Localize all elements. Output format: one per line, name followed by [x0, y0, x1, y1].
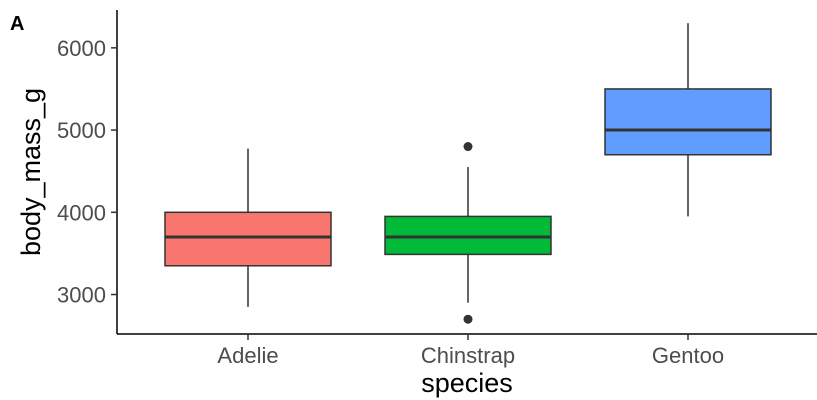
iqr-box	[165, 212, 331, 265]
x-tick-label: Chinstrap	[421, 343, 515, 368]
y-axis-ticks: 3000 4000 5000 6000	[57, 36, 117, 308]
x-tick-label: Gentoo	[652, 343, 724, 368]
x-axis-title: species	[421, 368, 513, 398]
box-gentoo	[605, 23, 771, 216]
y-axis-title: body_mass_g	[16, 88, 46, 256]
panel-tag: A	[10, 13, 24, 35]
iqr-box	[605, 89, 771, 155]
iqr-box	[385, 216, 551, 254]
outlier-point	[464, 142, 473, 151]
y-tick-label: 3000	[57, 283, 106, 308]
outlier-point	[464, 315, 473, 324]
x-tick-label: Adelie	[217, 343, 278, 368]
x-axis-ticks: Adelie Chinstrap Gentoo	[217, 334, 724, 368]
plot-area	[165, 23, 771, 324]
y-tick-label: 5000	[57, 118, 106, 143]
box-adelie	[165, 149, 331, 307]
box-chinstrap	[385, 142, 551, 324]
y-tick-label: 6000	[57, 36, 106, 61]
y-tick-label: 4000	[57, 200, 106, 225]
